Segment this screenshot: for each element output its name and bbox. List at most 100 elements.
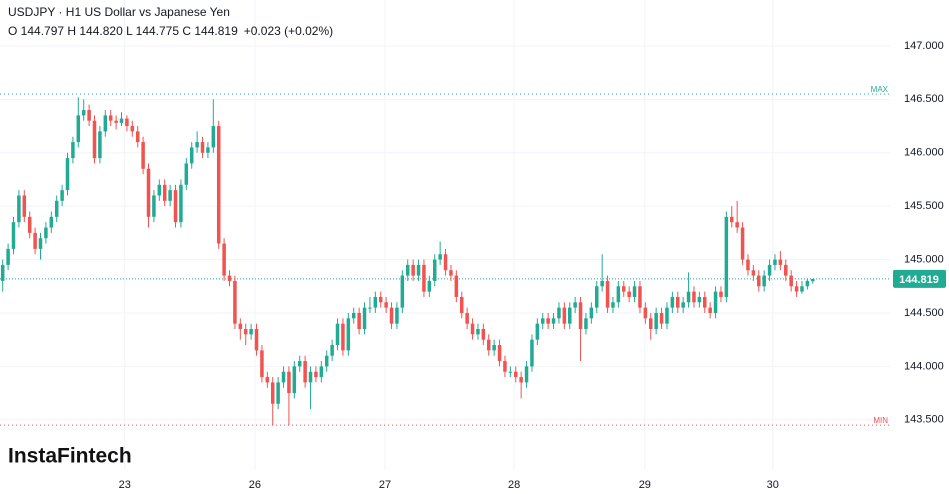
candle-body (76, 115, 81, 143)
candle-body (643, 307, 648, 319)
candle-body (114, 120, 118, 123)
y-tick-label: 143.500 (904, 414, 944, 426)
candle-body (389, 307, 394, 324)
candle-body (724, 216, 729, 297)
candle-body (811, 278, 815, 282)
brand-logo: InstaFintech (8, 445, 132, 468)
candle-body (395, 307, 399, 324)
change-legend: +0.023 (+0.02%) (244, 24, 333, 38)
candle-body (368, 307, 372, 309)
candle-body (173, 190, 178, 223)
ohlc-legend: O 144.797 H 144.820 L 144.775 C 144.819 (8, 24, 238, 38)
candle-body (98, 131, 102, 159)
candle-body (330, 345, 334, 356)
candle-body (184, 163, 189, 185)
candle-body (757, 275, 761, 287)
candle-body (584, 318, 588, 329)
y-tick-label: 146.000 (904, 147, 944, 159)
candle-body (324, 355, 329, 367)
candle-body (33, 232, 37, 249)
candle-body (530, 339, 534, 367)
candle-body (611, 302, 615, 308)
candle-body (767, 264, 772, 276)
candle-body (497, 345, 502, 362)
candle-body (103, 115, 108, 132)
candle-body (616, 286, 621, 303)
candle-body (524, 366, 529, 383)
max-line-label: MAX (871, 85, 889, 94)
min-line-label: MIN (873, 416, 888, 425)
candle-body (308, 371, 313, 383)
x-tick-label: 26 (249, 479, 261, 491)
candle-body (195, 142, 199, 148)
candle-body (805, 280, 810, 287)
candle-body (146, 168, 151, 217)
candle-body (71, 142, 75, 159)
last-price-box (893, 269, 946, 288)
candle-body (6, 248, 10, 265)
candle-body (141, 142, 145, 169)
candle-body (384, 302, 388, 308)
candle-body (746, 259, 750, 271)
candle-body (454, 275, 459, 297)
candle-body (319, 366, 324, 378)
candle-body (49, 216, 54, 228)
candle-body (270, 382, 275, 404)
candle-body (254, 329, 259, 351)
candle-body (449, 270, 453, 276)
candle-body (649, 318, 653, 329)
y-tick-label: 144.000 (904, 360, 944, 372)
candle-body (233, 280, 237, 324)
candle-body (297, 361, 302, 367)
candle-body (708, 307, 712, 313)
candle-body (179, 184, 183, 223)
candle-body (784, 264, 788, 276)
candle-body (594, 286, 599, 308)
candle-body (22, 195, 27, 217)
candle-body (751, 270, 756, 276)
candle-body (713, 291, 718, 313)
candle-body (357, 312, 361, 329)
candle-body (378, 296, 383, 303)
y-tick-label: 144.500 (904, 307, 944, 319)
x-tick-label: 29 (639, 479, 651, 491)
candle-body (659, 312, 664, 324)
chart-title: USDJPY · H1 US Dollar vs Japanese Yen (8, 5, 230, 19)
candle-body (562, 307, 567, 324)
candle-body (551, 318, 556, 324)
candle-body (519, 377, 523, 383)
candle-body (465, 312, 469, 324)
candle-body (346, 318, 351, 351)
candle-body (422, 264, 426, 292)
candle-body (119, 118, 124, 123)
candle-body (130, 126, 135, 132)
candle-body (125, 118, 129, 127)
candle-body (476, 329, 480, 335)
candle-body (216, 126, 221, 244)
candle-body (206, 147, 210, 153)
candle-body (508, 371, 513, 373)
candle-body (627, 291, 631, 297)
candle-body (540, 318, 545, 324)
candle-body (189, 147, 194, 164)
candle-body (92, 120, 97, 159)
price-axis (890, 0, 949, 494)
candle-body (800, 286, 804, 292)
candle-body (260, 350, 264, 378)
candle-body (492, 345, 496, 351)
candle-body (373, 296, 378, 308)
candle-body (632, 286, 637, 297)
y-tick-label: 145.000 (904, 253, 944, 265)
candle-body (281, 371, 286, 383)
x-tick-label: 27 (379, 479, 391, 491)
candle-body (81, 110, 86, 116)
candle-body (605, 280, 610, 308)
candle-body (778, 259, 783, 265)
candle-body (152, 195, 156, 217)
candle-body (703, 296, 707, 308)
candle-body (168, 190, 172, 201)
candle-body (438, 254, 442, 260)
candle-body (222, 243, 226, 276)
